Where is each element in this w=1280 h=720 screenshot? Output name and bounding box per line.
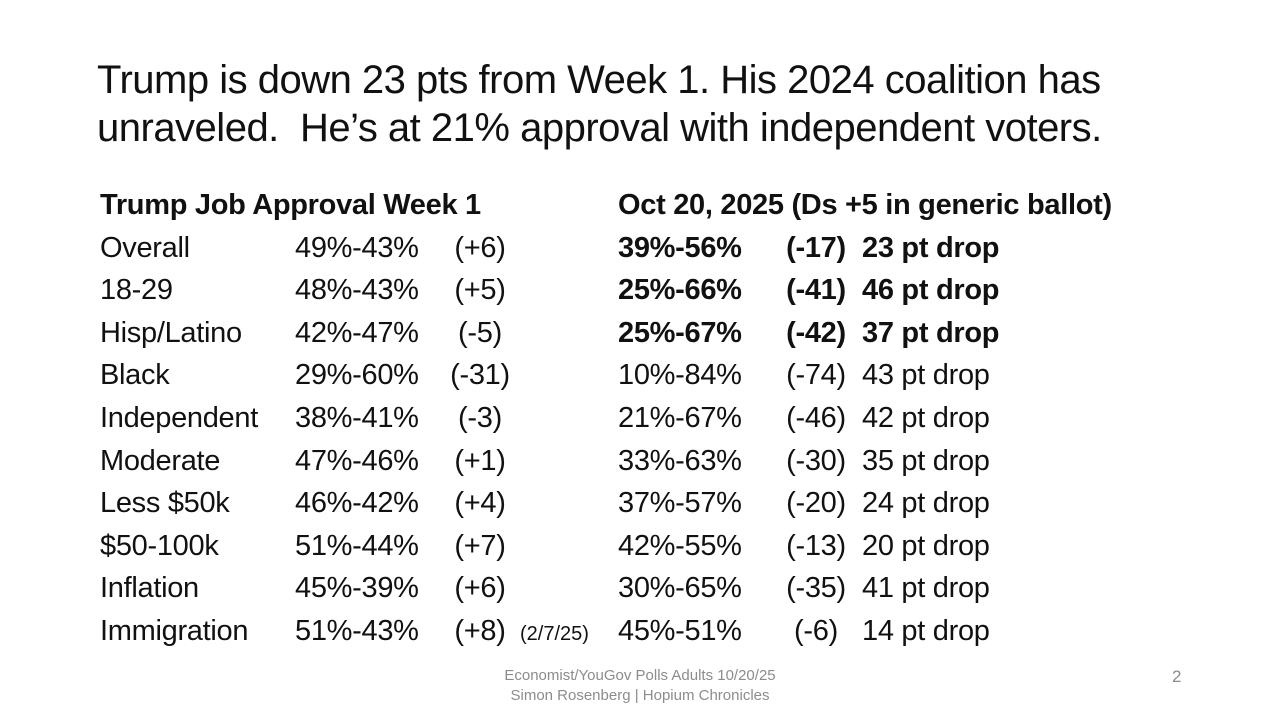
row-label: Inflation [100, 572, 199, 605]
pt-drop-value: 20 pt drop [862, 529, 990, 562]
week1-approval-value: 49%-43% [295, 231, 419, 264]
page-number: 2 [1172, 667, 1182, 686]
week1-approval-value: 38%-41% [295, 401, 419, 434]
week1-margin-value: (+8) [454, 614, 506, 647]
week1-approval-value: 45%-39% [295, 572, 419, 605]
week1-margin-value: (-31) [450, 359, 510, 392]
pt-drop-value: 24 pt drop [862, 487, 990, 520]
oct-margin-value: (-6) [794, 614, 838, 647]
table-row: Immigration 51%-43% (+8) (2/7/25) 45%-51… [100, 615, 1190, 658]
table-body: Overall 49%-43% (+6) 39%-56% (-17) 23 pt… [100, 232, 1190, 658]
oct-margin-value: (-41) [786, 274, 846, 307]
oct-approval-value: 39%-56% [618, 231, 742, 264]
oct-margin-value: (-46) [786, 401, 846, 434]
week1-margin-value: (+6) [454, 572, 506, 605]
week1-margin-value: (-3) [458, 401, 502, 434]
row-label: Moderate [100, 444, 221, 477]
week1-approval-value: 46%-42% [295, 487, 419, 520]
week1-margin-value: (+1) [454, 444, 506, 477]
week1-margin-value: (-5) [458, 316, 502, 349]
footer-source-line: Economist/YouGov Polls Adults 10/20/25 [504, 667, 776, 684]
oct-approval-value: 37%-57% [618, 487, 742, 520]
oct-margin-value: (-35) [786, 572, 846, 605]
slide-footer: Economist/YouGov Polls Adults 10/20/25 S… [0, 666, 1280, 706]
oct-margin-value: (-42) [786, 316, 846, 349]
column-header-oct20: Oct 20, 2025 (Ds +5 in generic ballot) [618, 189, 1112, 221]
date-note: (2/7/25) [520, 622, 589, 645]
footer-author-line: Simon Rosenberg | Hopium Chronicles [510, 687, 770, 704]
pt-drop-value: 37 pt drop [862, 316, 1000, 349]
oct-approval-value: 25%-67% [618, 316, 742, 349]
title-line-2: unraveled. He’s at 21% approval with ind… [97, 106, 1102, 150]
oct-approval-value: 10%-84% [618, 359, 742, 392]
pt-drop-value: 41 pt drop [862, 572, 990, 605]
oct-margin-value: (-30) [786, 444, 846, 477]
oct-approval-value: 45%-51% [618, 614, 742, 647]
table-row: Black 29%-60% (-31) 10%-84% (-74) 43 pt … [100, 359, 1190, 402]
table-row: Hisp/Latino 42%-47% (-5) 25%-67% (-42) 3… [100, 317, 1190, 360]
column-header-week1: Trump Job Approval Week 1 [100, 189, 481, 221]
slide-title: Trump is down 23 pts from Week 1. His 20… [97, 56, 1207, 152]
table-row: Inflation 45%-39% (+6) 30%-65% (-35) 41 … [100, 572, 1190, 615]
row-label: $50-100k [100, 529, 219, 562]
pt-drop-value: 43 pt drop [862, 359, 990, 392]
row-label: Hisp/Latino [100, 316, 242, 349]
pt-drop-value: 23 pt drop [862, 231, 1000, 264]
week1-approval-value: 47%-46% [295, 444, 419, 477]
table-row: Moderate 47%-46% (+1) 33%-63% (-30) 35 p… [100, 445, 1190, 488]
oct-approval-value: 33%-63% [618, 444, 742, 477]
title-line-1: Trump is down 23 pts from Week 1. His 20… [97, 58, 1101, 102]
oct-margin-value: (-13) [786, 529, 846, 562]
pt-drop-value: 42 pt drop [862, 401, 990, 434]
oct-approval-value: 30%-65% [618, 572, 742, 605]
row-label: Black [100, 359, 170, 392]
oct-margin-value: (-20) [786, 487, 846, 520]
pt-drop-value: 46 pt drop [862, 274, 1000, 307]
week1-approval-value: 51%-44% [295, 529, 419, 562]
poll-comparison-table: Trump Job Approval Week 1 Oct 20, 2025 (… [100, 189, 1190, 658]
week1-margin-value: (+6) [454, 231, 506, 264]
week1-margin-value: (+4) [454, 487, 506, 520]
table-row: 18-29 48%-43% (+5) 25%-66% (-41) 46 pt d… [100, 274, 1190, 317]
week1-margin-value: (+7) [454, 529, 506, 562]
oct-margin-value: (-17) [786, 231, 846, 264]
row-label: Independent [100, 401, 258, 434]
week1-margin-value: (+5) [454, 274, 506, 307]
week1-approval-value: 51%-43% [295, 614, 419, 647]
row-label: Overall [100, 231, 190, 264]
table-row: Overall 49%-43% (+6) 39%-56% (-17) 23 pt… [100, 232, 1190, 275]
row-label: Immigration [100, 614, 249, 647]
table-row: Less $50k 46%-42% (+4) 37%-57% (-20) 24 … [100, 487, 1190, 530]
oct-approval-value: 42%-55% [618, 529, 742, 562]
table-row: Independent 38%-41% (-3) 21%-67% (-46) 4… [100, 402, 1190, 445]
row-label: 18-29 [100, 274, 173, 307]
oct-margin-value: (-74) [786, 359, 846, 392]
pt-drop-value: 14 pt drop [862, 614, 990, 647]
oct-approval-value: 21%-67% [618, 401, 742, 434]
week1-approval-value: 42%-47% [295, 316, 419, 349]
oct-approval-value: 25%-66% [618, 274, 742, 307]
row-label: Less $50k [100, 487, 230, 520]
week1-approval-value: 48%-43% [295, 274, 419, 307]
table-row: $50-100k 51%-44% (+7) 42%-55% (-13) 20 p… [100, 530, 1190, 573]
table-header-row: Trump Job Approval Week 1 Oct 20, 2025 (… [100, 189, 1190, 232]
week1-approval-value: 29%-60% [295, 359, 419, 392]
pt-drop-value: 35 pt drop [862, 444, 990, 477]
